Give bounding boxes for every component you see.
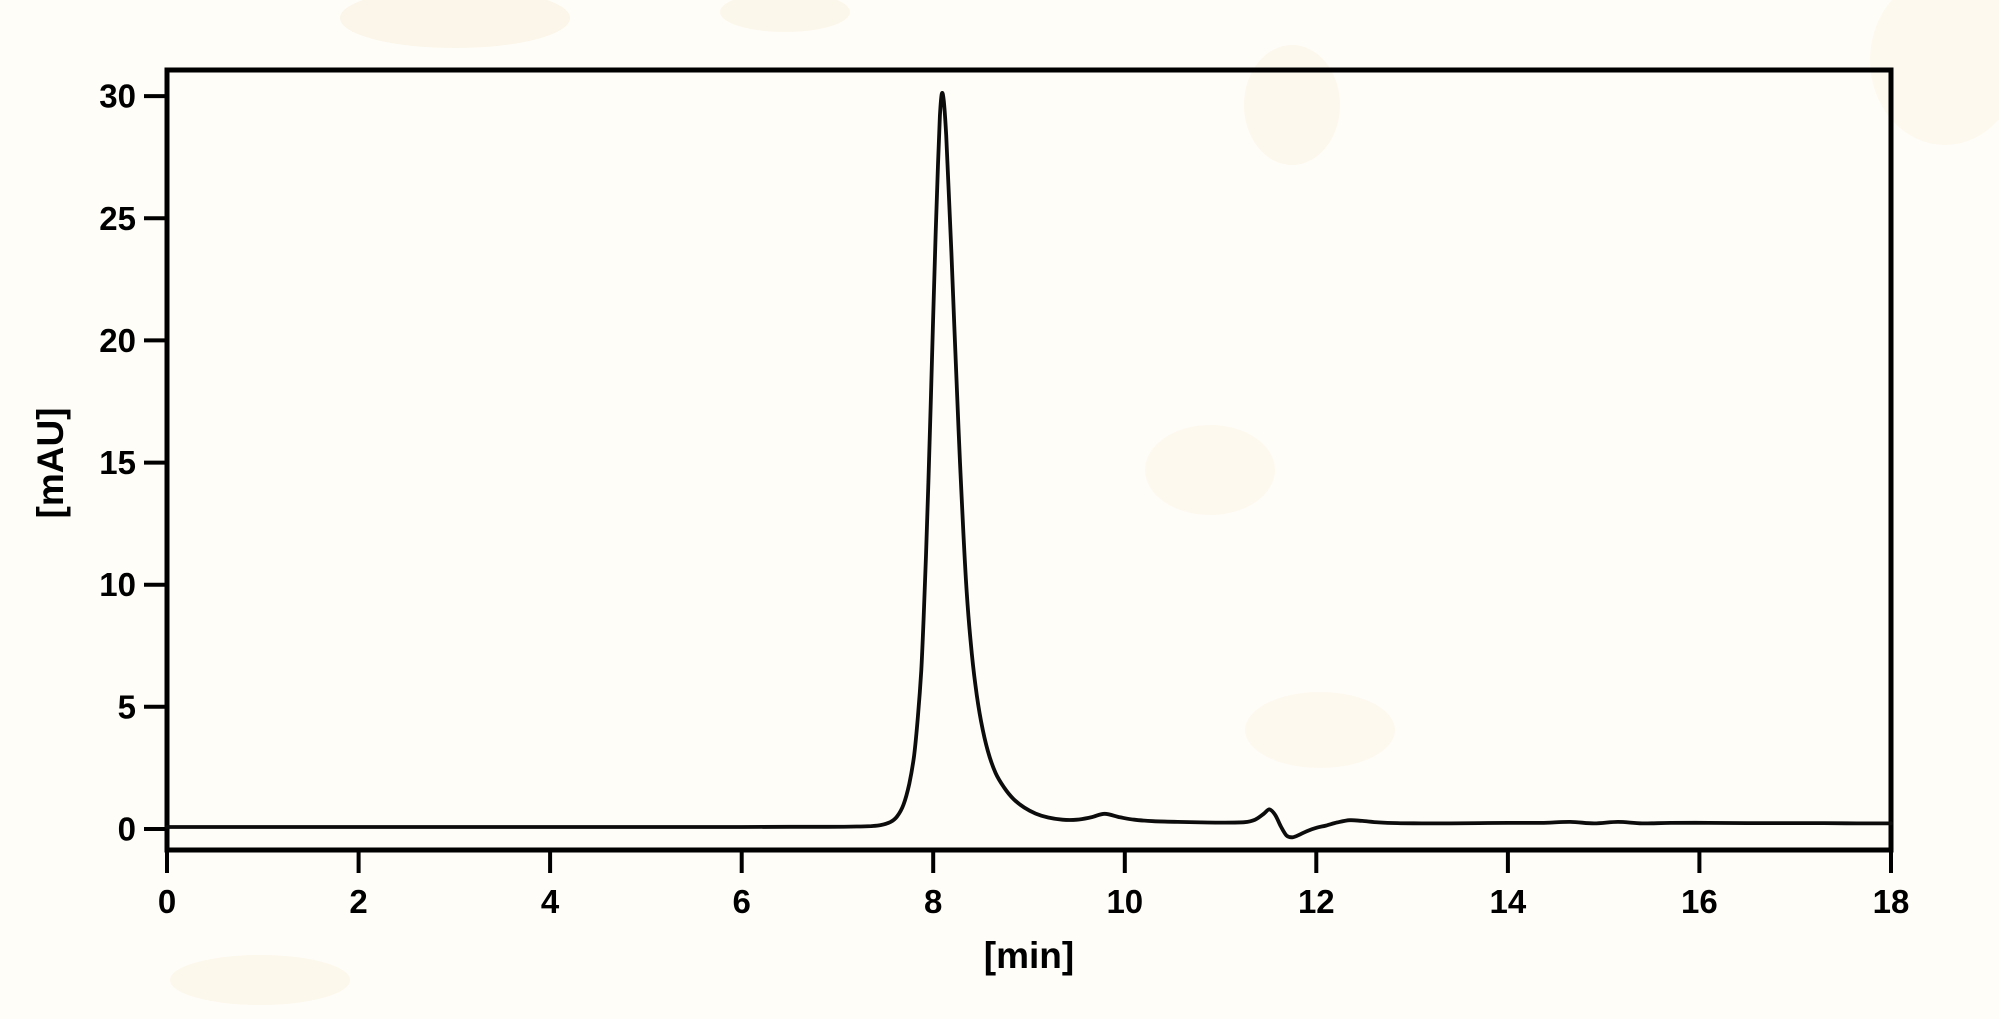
scan-artifacts [170,0,1999,1005]
x-axis-ticks: 0 2 4 6 8 10 12 14 16 18 [158,850,1910,920]
x-tick-label: 2 [349,883,367,920]
x-tick-label: 16 [1681,883,1718,920]
x-tick-label: 18 [1873,883,1910,920]
y-tick-label: 20 [99,322,136,359]
y-tick-label: 5 [118,688,136,725]
x-tick-label: 8 [924,883,942,920]
x-tick-label: 12 [1298,883,1335,920]
y-tick-label: 30 [99,78,136,115]
x-tick-label: 14 [1490,883,1527,920]
x-tick-label: 4 [541,883,560,920]
x-tick-label: 0 [158,883,176,920]
y-tick-label: 25 [99,200,136,237]
x-axis-label: [min] [984,935,1074,976]
x-tick-label: 10 [1106,883,1143,920]
y-axis-label: [mAU] [30,408,71,519]
x-tick-label: 6 [733,883,751,920]
y-tick-label: 15 [99,444,136,481]
y-tick-label: 10 [99,566,136,603]
y-tick-label: 0 [118,811,136,848]
plot-border [164,67,1894,853]
y-axis-ticks: 0 5 10 15 20 25 30 [99,78,167,848]
signal-trace [165,90,1893,840]
